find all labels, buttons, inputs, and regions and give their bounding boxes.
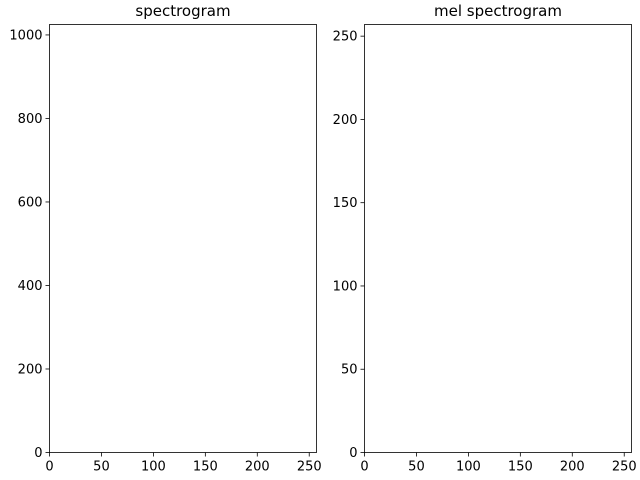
mel-spectrogram-y-ticks: 0 50 100 150 200 250 [333,30,365,461]
spectrogram-title: spectrogram [135,2,230,20]
spectrogram-x-tick-label: 100 [141,460,166,475]
spectrogram-y-tick-label: 1000 [9,28,42,43]
spectrogram-x-tick-label: 200 [245,460,270,475]
spectrogram-x-tick-label: 0 [45,460,53,475]
spectrogram-y-ticks: 0 200 400 600 800 1000 [9,28,50,461]
spectrogram-x-ticks: 0 50 100 150 200 250 [45,452,322,475]
spectrogram-x-tick-label: 250 [297,460,322,475]
mel-spectrogram-x-ticks: 0 50 100 150 200 250 [360,452,637,475]
mel-spectrogram-x-tick-label: 50 [408,460,425,475]
mel-spectrogram-x-tick-label: 200 [560,460,585,475]
mel-spectrogram-y-tick-label: 100 [333,279,358,294]
spectrogram-y-tick-label: 400 [18,279,43,294]
spectrogram-plot-area [49,24,317,453]
spectrogram-y-tick-label: 800 [18,112,43,127]
mel-spectrogram-plot-area [364,24,632,453]
mel-spectrogram-y-tick-label: 0 [349,446,357,461]
mel-spectrogram-x-tick-label: 150 [508,460,533,475]
spectrogram-y-tick-label: 200 [18,362,43,377]
spectrogram-x-tick-label: 150 [193,460,218,475]
mel-spectrogram-y-tick-label: 200 [333,113,358,128]
mel-spectrogram-y-tick-label: 150 [333,196,358,211]
mel-spectrogram-x-tick-label: 250 [612,460,637,475]
mel-spectrogram-y-tick-label: 250 [333,30,358,45]
spectrogram-y-tick-label: 600 [18,195,43,210]
mel-spectrogram-axes: mel spectrogram 0 50 100 150 200 250 0 50 100 15… [333,2,637,475]
mel-spectrogram-x-tick-label: 0 [360,460,368,475]
spectrogram-y-tick-label: 0 [34,446,42,461]
spectrogram-axes: spectrogram 0 50 100 150 200 250 0 200 400 600 80… [9,2,321,475]
spectrogram-x-tick-label: 50 [93,460,110,475]
mel-spectrogram-x-tick-label: 100 [456,460,481,475]
mel-spectrogram-title: mel spectrogram [434,2,562,20]
mel-spectrogram-y-tick-label: 50 [341,363,358,378]
